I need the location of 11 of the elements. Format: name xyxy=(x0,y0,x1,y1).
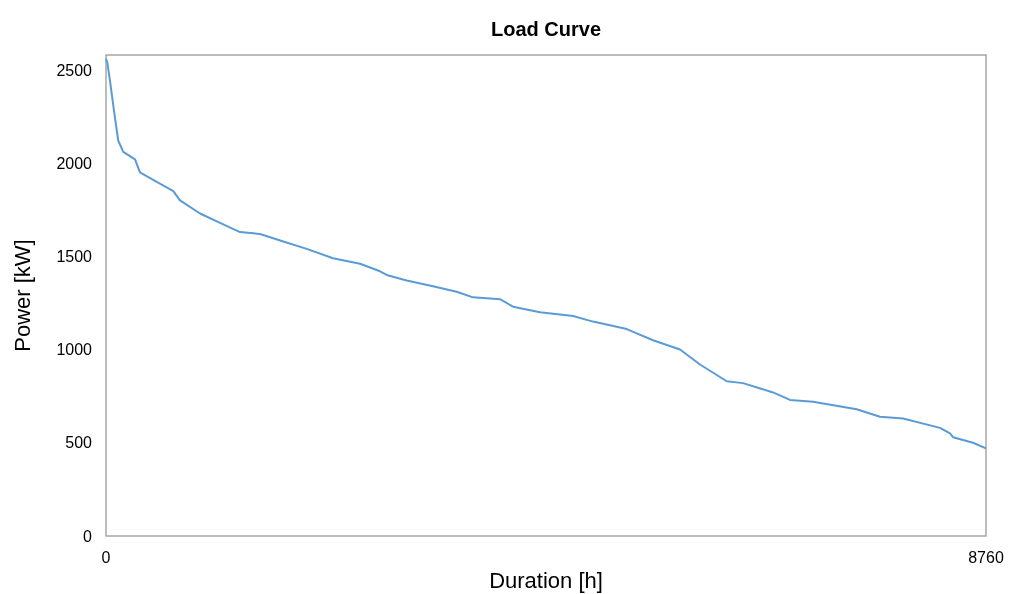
y-axis-title: Power [kW] xyxy=(10,239,35,352)
y-tick-label: 500 xyxy=(65,434,93,452)
chart-title: Load Curve xyxy=(490,18,602,40)
line-series xyxy=(105,57,987,450)
y-tick-label: 1500 xyxy=(56,247,93,265)
y-tick-label: 0 xyxy=(83,527,93,545)
x-axis-title: Duration [h] xyxy=(489,568,603,593)
y-tick-label: 2000 xyxy=(56,154,93,172)
x-tick-label: 8760 xyxy=(968,549,1004,566)
y-tick-label: 2500 xyxy=(56,61,93,79)
y-tick-label: 1000 xyxy=(56,341,93,359)
